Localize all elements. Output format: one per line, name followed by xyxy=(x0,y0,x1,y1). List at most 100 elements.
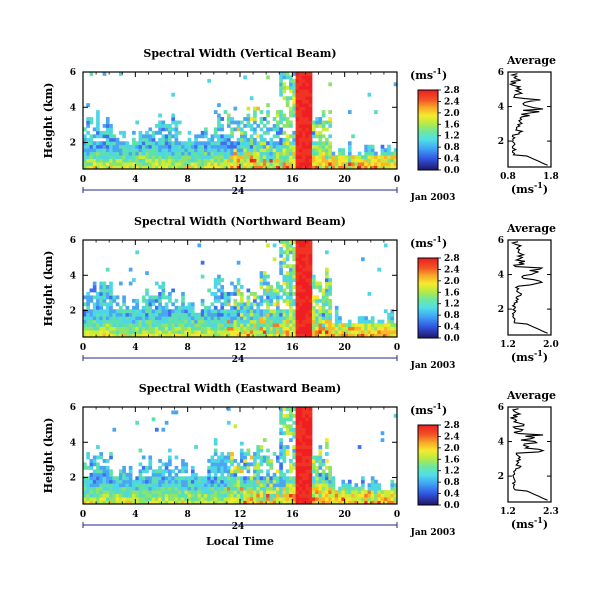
heatmap-cell xyxy=(374,326,378,331)
heatmap-cell xyxy=(292,158,296,163)
profile-y-tick-label: 2 xyxy=(498,472,504,482)
heatmap-cell xyxy=(223,486,228,491)
heatmap-cell xyxy=(210,312,215,317)
heatmap-cell xyxy=(240,448,244,453)
heatmap-cell xyxy=(226,123,231,128)
heatmap-cell xyxy=(302,134,306,139)
heatmap-cell xyxy=(164,316,169,321)
heatmap-cell xyxy=(197,312,202,317)
heatmap-cell xyxy=(308,434,313,439)
heatmap-cell xyxy=(243,155,247,159)
heatmap-cell xyxy=(246,500,251,505)
heatmap-cell xyxy=(204,165,208,170)
heatmap-cell xyxy=(321,472,326,477)
heatmap-cell xyxy=(272,309,277,314)
heatmap-cell xyxy=(344,490,349,494)
heatmap-cell xyxy=(292,89,296,94)
heatmap-cell xyxy=(181,316,185,321)
heatmap-cell xyxy=(285,243,290,248)
heatmap-cell xyxy=(246,309,251,314)
heatmap-cell xyxy=(194,333,198,338)
heatmap-cell xyxy=(148,155,153,159)
heatmap-cell xyxy=(177,148,182,153)
heatmap-cell xyxy=(125,305,130,310)
heatmap-cell xyxy=(204,483,208,488)
heatmap-cell xyxy=(305,158,310,163)
heatmap-cell xyxy=(125,493,130,498)
heatmap-cell xyxy=(370,479,375,484)
heatmap-cell xyxy=(158,330,162,334)
heatmap-cell xyxy=(96,455,100,460)
colorbar-unit: (ms xyxy=(410,237,433,250)
heatmap-cell xyxy=(328,476,332,481)
heatmap-cell xyxy=(92,316,97,321)
heatmap-cell xyxy=(207,497,211,501)
heatmap-cell xyxy=(311,305,316,310)
heatmap-cell xyxy=(197,330,202,334)
heatmap-cell xyxy=(109,123,113,128)
heatmap-cell xyxy=(357,323,362,327)
heatmap-cell xyxy=(102,148,107,153)
heatmap-cell xyxy=(190,141,195,146)
heatmap-cell xyxy=(102,493,107,498)
heatmap-cell xyxy=(305,148,310,153)
heatmap-cell xyxy=(331,326,336,331)
heatmap-cell xyxy=(200,165,205,170)
heatmap-cell xyxy=(305,417,310,422)
heatmap-cell xyxy=(115,141,120,146)
heatmap-cell xyxy=(240,158,244,163)
heatmap-cell xyxy=(295,462,300,467)
heatmap-cell xyxy=(311,165,316,170)
heatmap-cell xyxy=(325,483,329,488)
heatmap-cell xyxy=(315,490,319,494)
x-tick-label: 0 xyxy=(80,343,86,353)
heatmap-cell xyxy=(295,407,300,411)
heatmap-cell xyxy=(357,319,362,324)
heatmap-cell xyxy=(151,316,156,321)
heatmap-cell xyxy=(295,312,300,317)
heatmap-cell xyxy=(148,137,153,142)
heatmap-cell xyxy=(289,295,293,300)
heatmap-cell xyxy=(194,497,198,501)
heatmap-cell xyxy=(128,151,133,156)
heatmap-cell xyxy=(89,483,94,488)
heatmap-cell xyxy=(168,162,172,166)
heatmap-cell xyxy=(240,165,244,170)
heatmap-cell xyxy=(135,120,139,125)
heatmap-cell xyxy=(148,319,153,324)
heatmap-cell xyxy=(200,298,205,303)
heatmap-cell xyxy=(132,479,136,484)
heatmap-cell xyxy=(269,302,274,307)
x-tick-label: 16 xyxy=(286,175,299,185)
heatmap-cell xyxy=(298,486,303,491)
heatmap-cell xyxy=(282,445,287,449)
heatmap-cell xyxy=(210,302,215,307)
heatmap-cell xyxy=(168,141,172,146)
heatmap-cell xyxy=(89,486,94,491)
heatmap-cell xyxy=(302,497,306,501)
heatmap-cell xyxy=(109,452,113,456)
heatmap-cell xyxy=(230,472,234,477)
heatmap-cell xyxy=(128,490,133,494)
heatmap-cell xyxy=(154,330,159,334)
heatmap-cell xyxy=(275,291,280,296)
heatmap-cell xyxy=(249,316,254,321)
heatmap-cell xyxy=(220,141,225,146)
heatmap-cell xyxy=(197,476,202,481)
heatmap-cell xyxy=(99,288,104,293)
heatmap-cell xyxy=(341,486,346,491)
heatmap-cell xyxy=(298,130,303,135)
heatmap-cell xyxy=(105,144,110,149)
heatmap-cell xyxy=(266,483,270,488)
heatmap-cell xyxy=(295,410,300,415)
heatmap-cell xyxy=(102,295,107,300)
x-tick-label: 0 xyxy=(80,510,86,520)
heatmap-cell xyxy=(115,493,120,498)
heatmap-cell xyxy=(210,144,215,149)
heatmap-cell xyxy=(308,469,313,474)
heatmap-cell xyxy=(298,253,303,258)
heatmap-cell xyxy=(331,333,336,338)
heatmap-cell xyxy=(328,278,332,282)
heatmap-cell xyxy=(334,305,339,310)
heatmap-cell xyxy=(249,117,254,121)
